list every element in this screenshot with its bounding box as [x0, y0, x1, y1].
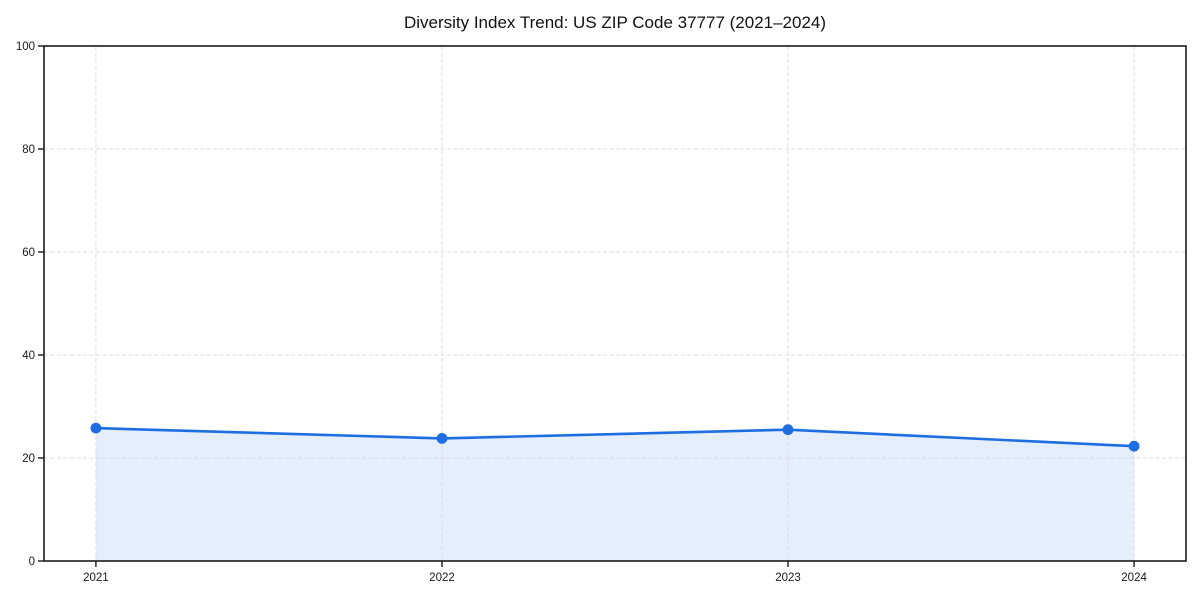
- data-point-marker: [782, 424, 794, 436]
- y-tick-label: 40: [22, 350, 35, 362]
- data-point-marker: [436, 433, 448, 444]
- data-point-marker: [1128, 440, 1140, 452]
- x-tick-label: 2021: [83, 572, 109, 584]
- y-tick-label: 20: [22, 453, 35, 465]
- y-tick-label: 60: [22, 247, 35, 259]
- y-tick-label: 0: [29, 556, 35, 568]
- x-tick-label: 2023: [775, 572, 801, 584]
- data-point-marker: [90, 422, 102, 434]
- x-tick-label: 2022: [429, 572, 455, 584]
- chart-title: Diversity Index Trend: US ZIP Code 37777…: [403, 13, 827, 32]
- trend-line: [94, 426, 1136, 448]
- y-tick-label: 100: [16, 41, 35, 53]
- y-tick-label: 80: [22, 144, 35, 156]
- area-fill: [95, 428, 1135, 561]
- x-tick-label: 2024: [1121, 572, 1147, 584]
- axes-spines: [43, 45, 1187, 562]
